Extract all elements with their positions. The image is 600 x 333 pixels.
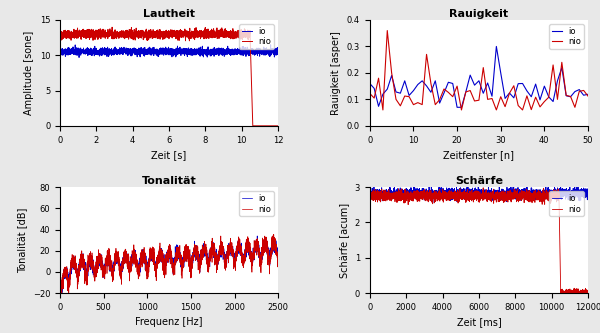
Y-axis label: Tonalität [dB]: Tonalität [dB] <box>17 207 27 273</box>
X-axis label: Zeit [ms]: Zeit [ms] <box>457 317 501 327</box>
X-axis label: Zeitfenster [n]: Zeitfenster [n] <box>443 150 514 160</box>
Title: Rauigkeit: Rauigkeit <box>449 9 508 19</box>
X-axis label: Frequenz [Hz]: Frequenz [Hz] <box>136 317 203 327</box>
X-axis label: Zeit [s]: Zeit [s] <box>151 150 187 160</box>
Title: Schärfe: Schärfe <box>455 176 503 186</box>
Legend: io, nio: io, nio <box>549 24 584 49</box>
Title: Lautheit: Lautheit <box>143 9 195 19</box>
Title: Tonalität: Tonalität <box>142 176 196 186</box>
Y-axis label: Amplitude [sone]: Amplitude [sone] <box>24 31 34 115</box>
Legend: io, nio: io, nio <box>239 191 274 216</box>
Legend: io, nio: io, nio <box>549 191 584 216</box>
Y-axis label: Rauigkeit [asper]: Rauigkeit [asper] <box>331 31 341 115</box>
Legend: io, nio: io, nio <box>239 24 274 49</box>
Y-axis label: Schärfe [acum]: Schärfe [acum] <box>339 202 349 278</box>
